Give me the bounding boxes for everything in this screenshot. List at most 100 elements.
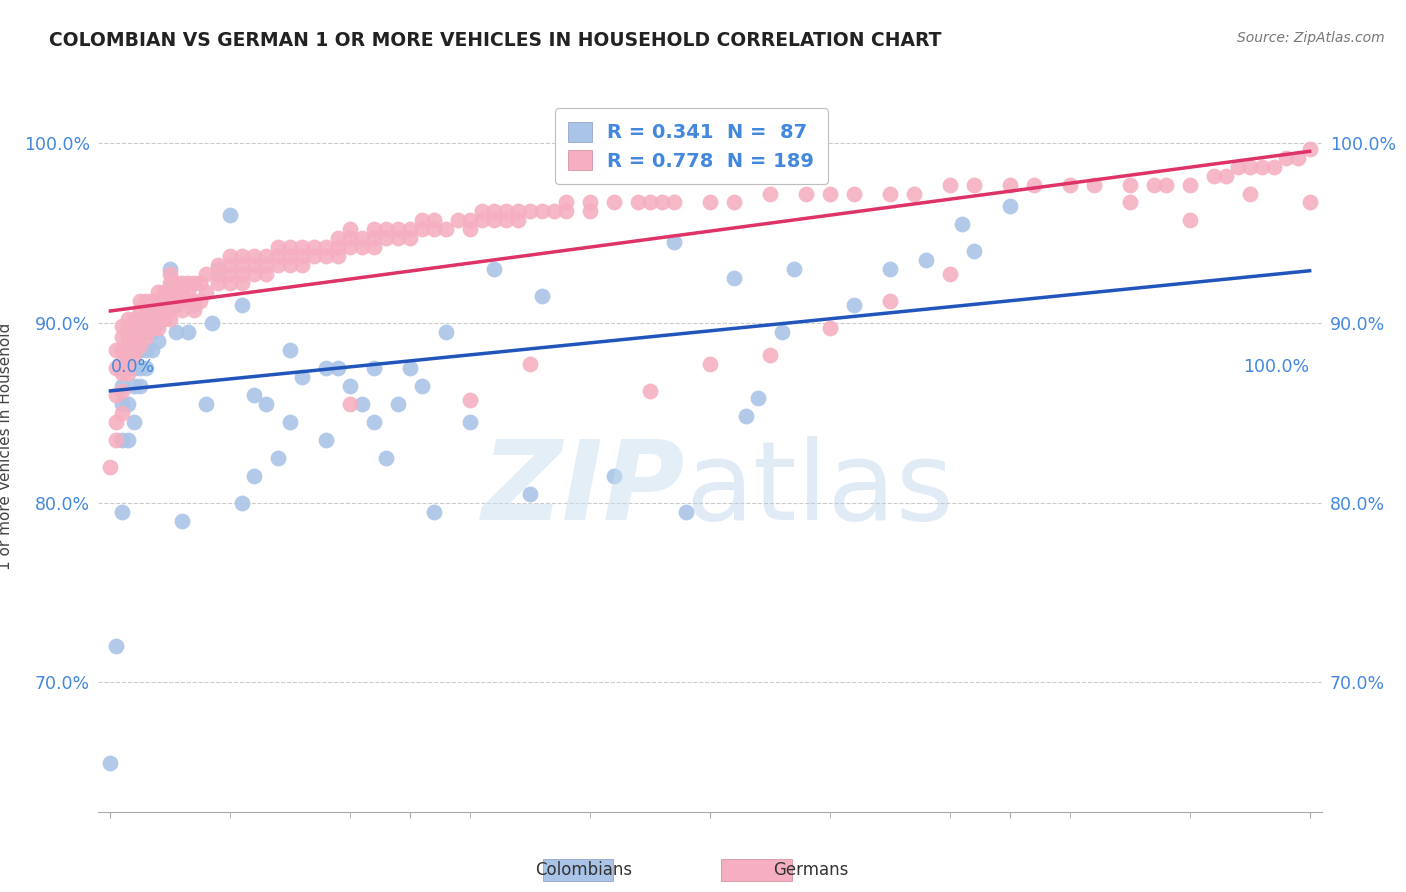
Point — [117, 337, 139, 351]
Point — [543, 204, 565, 219]
Point — [315, 240, 337, 254]
Point — [159, 262, 181, 277]
Point — [363, 240, 385, 254]
Point — [231, 495, 253, 509]
Point — [207, 262, 229, 277]
Point — [165, 285, 187, 300]
Point — [124, 415, 146, 429]
Point — [508, 213, 530, 227]
Point — [243, 468, 266, 483]
Text: atlas: atlas — [686, 436, 955, 543]
Point — [141, 325, 163, 339]
Point — [195, 268, 218, 282]
Point — [818, 186, 841, 201]
Point — [111, 433, 134, 447]
Point — [135, 294, 157, 309]
Point — [111, 319, 134, 334]
Point — [124, 325, 146, 339]
Text: Source: ZipAtlas.com: Source: ZipAtlas.com — [1237, 31, 1385, 45]
Point — [1178, 178, 1201, 192]
Point — [315, 433, 337, 447]
Point — [579, 204, 602, 219]
Point — [129, 343, 152, 357]
Point — [267, 450, 290, 465]
Point — [482, 213, 505, 227]
Point — [188, 294, 212, 309]
Text: COLOMBIAN VS GERMAN 1 OR MORE VEHICLES IN HOUSEHOLD CORRELATION CHART: COLOMBIAN VS GERMAN 1 OR MORE VEHICLES I… — [49, 31, 942, 50]
Point — [1202, 169, 1225, 183]
Point — [471, 213, 494, 227]
Point — [207, 277, 229, 291]
Text: 0.0%: 0.0% — [111, 359, 155, 376]
Point — [129, 330, 152, 344]
Point — [278, 343, 301, 357]
Point — [153, 303, 176, 318]
Point — [328, 249, 350, 263]
Point — [531, 289, 554, 303]
Point — [1250, 160, 1272, 174]
Point — [399, 360, 422, 375]
Point — [105, 343, 128, 357]
Point — [723, 271, 745, 285]
Point — [111, 406, 134, 420]
Point — [135, 330, 157, 344]
Point — [458, 393, 481, 408]
Point — [879, 262, 901, 277]
Point — [219, 268, 242, 282]
Point — [423, 222, 446, 236]
Point — [254, 397, 277, 411]
Point — [998, 199, 1021, 213]
Point — [159, 312, 181, 326]
Point — [183, 303, 205, 318]
Point — [675, 505, 697, 519]
Point — [231, 249, 253, 263]
Point — [111, 379, 134, 393]
Point — [105, 433, 128, 447]
Point — [135, 312, 157, 326]
Point — [315, 249, 337, 263]
Point — [135, 321, 157, 335]
Point — [135, 307, 157, 321]
Point — [434, 222, 457, 236]
Point — [651, 195, 673, 210]
Point — [148, 334, 170, 348]
Point — [141, 321, 163, 335]
Point — [1215, 169, 1237, 183]
Point — [148, 316, 170, 330]
Text: Germans: Germans — [773, 861, 849, 879]
Point — [177, 277, 200, 291]
Point — [278, 249, 301, 263]
Point — [141, 343, 163, 357]
Point — [165, 277, 187, 291]
Point — [148, 303, 170, 318]
Y-axis label: 1 or more Vehicles in Household: 1 or more Vehicles in Household — [0, 322, 13, 570]
Point — [129, 339, 152, 353]
Point — [423, 505, 446, 519]
Point — [159, 268, 181, 282]
Point — [291, 249, 314, 263]
Point — [495, 213, 517, 227]
Point — [458, 222, 481, 236]
Point — [124, 312, 146, 326]
Point — [111, 397, 134, 411]
Point — [117, 366, 139, 380]
Point — [399, 222, 422, 236]
Point — [129, 360, 152, 375]
Point — [1263, 160, 1285, 174]
Point — [735, 409, 758, 424]
Point — [219, 277, 242, 291]
Point — [794, 186, 817, 201]
Point — [339, 222, 361, 236]
Point — [399, 231, 422, 245]
Point — [1239, 160, 1261, 174]
Text: Colombians: Colombians — [536, 861, 633, 879]
Point — [434, 325, 457, 339]
Point — [1119, 178, 1142, 192]
Point — [411, 222, 433, 236]
Point — [231, 298, 253, 312]
Point — [117, 355, 139, 369]
Point — [555, 204, 578, 219]
Point — [1178, 213, 1201, 227]
Point — [153, 312, 176, 326]
Point — [148, 298, 170, 312]
